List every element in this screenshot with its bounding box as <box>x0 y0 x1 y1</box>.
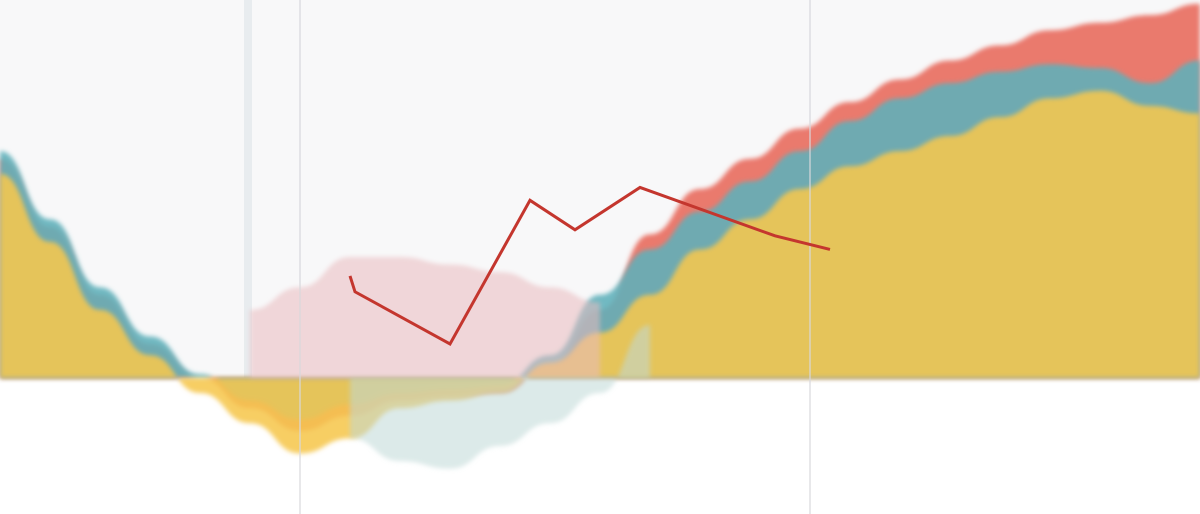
series-area-3 <box>250 257 600 378</box>
left-vertical-band <box>244 0 252 514</box>
series-area-0 <box>0 90 1200 454</box>
marker-layer <box>299 0 831 514</box>
baseline-region <box>0 377 1200 514</box>
line-series <box>348 185 831 346</box>
series-layer <box>0 3 1200 514</box>
series-area-4 <box>350 325 650 469</box>
